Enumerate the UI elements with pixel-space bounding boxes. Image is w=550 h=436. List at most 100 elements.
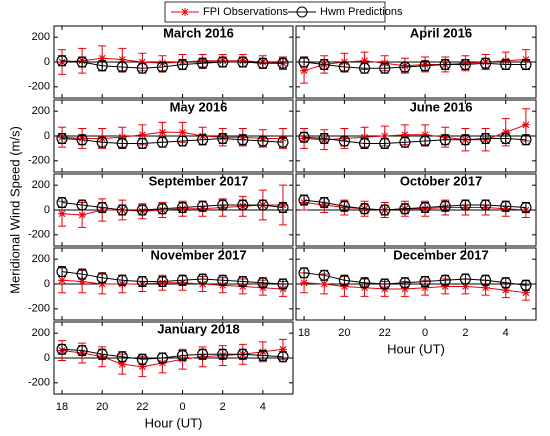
legend-marker xyxy=(296,6,308,18)
marker xyxy=(358,203,371,215)
marker xyxy=(156,275,169,288)
marker xyxy=(96,136,108,148)
marker xyxy=(237,348,249,360)
y-tick-label: -200 xyxy=(28,303,50,315)
marker xyxy=(479,132,492,145)
x-tick-label: 2 xyxy=(220,401,226,413)
marker xyxy=(300,66,309,75)
marker xyxy=(56,132,68,145)
x-tick-label: 0 xyxy=(179,401,185,413)
marker xyxy=(237,199,249,211)
marker xyxy=(318,58,330,71)
y-tick-label: -200 xyxy=(28,81,50,93)
marker xyxy=(419,135,431,147)
y-tick-label: 200 xyxy=(32,31,50,43)
marker xyxy=(360,133,369,142)
marker xyxy=(156,136,169,148)
marker xyxy=(116,204,128,216)
marker xyxy=(320,280,329,288)
marker xyxy=(277,278,289,290)
marker xyxy=(98,280,107,288)
marker xyxy=(257,277,269,289)
marker xyxy=(521,288,530,297)
marker xyxy=(156,352,169,364)
x-tick-label: 2 xyxy=(462,327,468,339)
marker xyxy=(479,57,492,69)
panel-title: May 2016 xyxy=(170,99,228,114)
panel: 18 20 22 0 2 4 Hour (UT) December 2017 xyxy=(295,247,537,356)
marker xyxy=(419,275,431,288)
y-tick-label: -200 xyxy=(28,155,50,167)
marker xyxy=(118,55,127,64)
marker xyxy=(56,265,68,278)
marker xyxy=(338,200,351,212)
marker xyxy=(419,201,431,214)
marker xyxy=(78,210,87,219)
marker xyxy=(421,130,430,139)
marker xyxy=(197,134,209,146)
marker xyxy=(459,199,472,211)
marker xyxy=(520,279,532,291)
marker xyxy=(441,282,450,291)
marker xyxy=(400,284,409,293)
marker xyxy=(479,274,492,286)
marker xyxy=(176,201,189,214)
marker xyxy=(419,60,431,72)
y-tick-label: 200 xyxy=(32,253,50,265)
marker xyxy=(176,349,189,362)
marker xyxy=(257,135,269,147)
marker xyxy=(116,351,128,363)
x-axis-label: Hour (UT) xyxy=(387,341,445,356)
marker xyxy=(138,362,147,371)
marker xyxy=(197,273,209,285)
marker xyxy=(136,204,148,216)
marker xyxy=(78,277,87,286)
panel-title: April 2016 xyxy=(410,25,472,40)
x-tick-label: 20 xyxy=(96,401,108,413)
marker xyxy=(500,200,512,212)
marker xyxy=(379,278,391,290)
marker xyxy=(338,274,351,286)
series-line xyxy=(61,271,283,285)
marker xyxy=(298,267,310,279)
marker xyxy=(277,201,289,214)
legend-label: Hwm Predictions xyxy=(320,6,403,18)
y-tick-label: 0 xyxy=(44,204,50,216)
y-tick-label: 200 xyxy=(32,105,50,117)
marker xyxy=(399,136,411,148)
panel: -200 0 200 March 2016 xyxy=(28,25,294,99)
legend-box xyxy=(164,1,386,23)
marker xyxy=(379,137,391,150)
marker xyxy=(136,62,148,74)
panel-title: October 2017 xyxy=(400,173,482,188)
marker xyxy=(116,61,128,73)
panel: -200 0 200 September 2017 xyxy=(28,173,294,247)
marker xyxy=(257,57,269,69)
x-tick-label: 22 xyxy=(379,327,391,339)
marker xyxy=(479,199,492,211)
marker xyxy=(318,132,330,145)
y-tick-label: -200 xyxy=(28,229,50,241)
marker xyxy=(421,283,430,292)
marker xyxy=(338,135,351,147)
marker xyxy=(257,349,269,362)
marker xyxy=(399,61,411,73)
x-tick-label: 4 xyxy=(260,401,266,413)
marker xyxy=(298,131,310,143)
marker xyxy=(96,348,108,360)
series-line xyxy=(62,137,283,144)
x-axis-label: Hour (UT) xyxy=(145,415,203,430)
marker xyxy=(138,130,147,139)
marker xyxy=(56,196,68,209)
marker xyxy=(399,277,411,289)
marker xyxy=(461,282,470,291)
marker xyxy=(76,134,88,146)
x-tick-label: 18 xyxy=(298,327,310,339)
panel: April 2016 xyxy=(295,25,537,99)
series-line xyxy=(304,61,526,69)
marker xyxy=(277,351,289,363)
marker xyxy=(58,276,67,285)
marker xyxy=(500,58,512,71)
marker xyxy=(76,56,88,68)
marker xyxy=(379,62,391,74)
